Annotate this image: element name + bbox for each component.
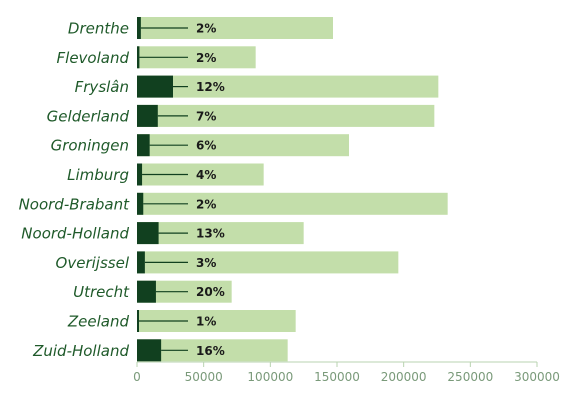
bar-total xyxy=(137,310,296,332)
bar-share xyxy=(137,339,162,362)
category-label: Limburg xyxy=(67,166,129,184)
percent-label: 20% xyxy=(196,285,225,299)
bar-group: 16% Zuid-Holland xyxy=(32,339,288,362)
bar-share xyxy=(137,222,159,245)
percent-label: 3% xyxy=(196,256,216,270)
percent-label: 1% xyxy=(196,315,216,329)
bar-total xyxy=(137,46,256,69)
bar-total xyxy=(137,163,264,186)
bar-total xyxy=(137,75,439,98)
bar-group: 13% Noord-Holland xyxy=(21,222,304,245)
bar-share xyxy=(137,75,173,98)
bar-share xyxy=(137,104,158,127)
category-label: Groningen xyxy=(51,137,129,155)
bar-total xyxy=(137,134,349,157)
category-label: Fryslân xyxy=(75,78,129,96)
bar-total xyxy=(137,339,288,362)
bar-total xyxy=(137,192,448,215)
x-tick-label: 250000 xyxy=(447,370,493,384)
category-label: Overijssel xyxy=(56,254,130,272)
bar-group: 20% Utrecht xyxy=(73,280,232,303)
percent-label: 16% xyxy=(196,344,225,358)
bar-group: 12% Fryslân xyxy=(75,75,439,98)
x-tick-label: 150000 xyxy=(314,370,360,384)
percent-label: 2% xyxy=(196,51,216,65)
bar-total xyxy=(137,17,333,39)
bar-total xyxy=(137,251,399,274)
bar-group: 2% Flevoland xyxy=(57,46,256,69)
bar-group: 2% Drenthe xyxy=(68,17,333,39)
x-tick-label: 0 xyxy=(133,370,141,384)
percent-label: 6% xyxy=(196,139,216,153)
x-axis: 0 50000 100000 150000 200000 250000 300000 xyxy=(133,361,560,384)
category-label: Noord-Holland xyxy=(21,225,129,243)
percent-label: 2% xyxy=(196,22,216,36)
bar-group: 6% Groningen xyxy=(51,134,349,157)
x-tick-label: 100000 xyxy=(247,370,293,384)
category-label: Drenthe xyxy=(68,20,129,38)
bar-group: 1% Zeeland xyxy=(67,310,296,332)
bar-share xyxy=(137,310,139,332)
category-label: Zuid-Holland xyxy=(32,342,129,360)
category-label: Utrecht xyxy=(73,283,130,301)
bar-group: 7% Gelderland xyxy=(47,104,435,127)
bar-group: 4% Limburg xyxy=(67,163,264,186)
bars-layer: 2% Drenthe 2% Flevoland 12% Fryslân 7% Gelderla… xyxy=(19,17,448,362)
bar-group: 2% Noord-Brabant xyxy=(19,192,448,215)
percent-label: 4% xyxy=(196,168,216,182)
percent-label: 13% xyxy=(196,227,225,241)
x-tick-label: 50000 xyxy=(185,370,223,384)
bar-share xyxy=(137,134,150,157)
bar-share xyxy=(137,46,140,69)
bar-group: 3% Overijssel xyxy=(56,251,399,274)
x-tick-label: 300000 xyxy=(514,370,560,384)
category-label: Flevoland xyxy=(57,49,130,67)
percent-label: 12% xyxy=(196,80,225,94)
bar-share xyxy=(137,192,144,215)
bar-total xyxy=(137,222,304,245)
bar-share xyxy=(137,163,143,186)
bar-share xyxy=(137,17,141,39)
bar-share xyxy=(137,251,145,274)
percent-label: 7% xyxy=(196,109,216,123)
percent-label: 2% xyxy=(196,197,216,211)
category-label: Zeeland xyxy=(67,313,130,331)
bar-share xyxy=(137,280,156,303)
bar-total xyxy=(137,104,435,127)
x-tick-label: 200000 xyxy=(381,370,427,384)
category-label: Noord-Brabant xyxy=(19,195,131,213)
category-label: Gelderland xyxy=(47,107,130,125)
